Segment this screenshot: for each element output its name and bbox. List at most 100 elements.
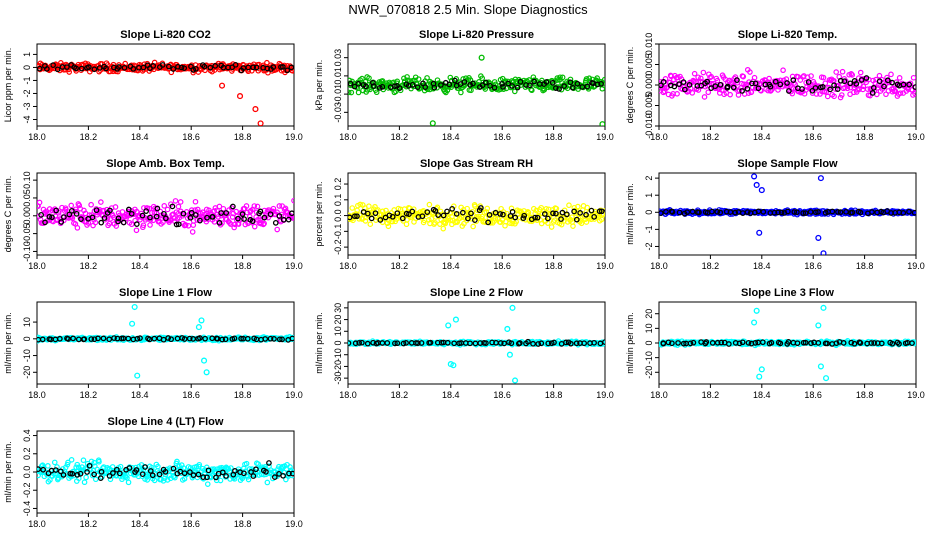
y-tick-label: 0.0 (22, 466, 32, 479)
reference-point (137, 335, 143, 341)
data-point (283, 476, 289, 483)
y-tick-label: 2 (644, 176, 654, 181)
data-point (242, 221, 249, 228)
reference-point (409, 81, 416, 88)
data-point (289, 214, 294, 220)
x-tick-label: 18.0 (339, 390, 357, 400)
outlier-point (445, 322, 452, 329)
reference-point (486, 212, 493, 218)
data-point (480, 218, 486, 225)
reference-point (267, 335, 274, 342)
data-point (844, 85, 851, 92)
reference-point (800, 210, 807, 216)
x-tick-label: 18.2 (702, 261, 720, 271)
data-point (276, 203, 283, 209)
reference-point (93, 207, 100, 214)
reference-point (805, 79, 812, 85)
reference-point (574, 80, 581, 87)
reference-point (348, 340, 352, 346)
reference-point (849, 209, 856, 216)
reference-point (730, 84, 737, 91)
reference-point (461, 79, 468, 85)
y-tick-label: -0.01 (333, 84, 343, 105)
data-point (174, 458, 180, 465)
outlier-point (504, 325, 511, 332)
outlier-point (758, 187, 765, 194)
data-point (349, 205, 356, 211)
y-tick-label: -0.03 (333, 102, 343, 123)
data-point (440, 225, 447, 232)
reference-point (824, 340, 830, 347)
y-tick-label: 30 (333, 303, 343, 313)
reference-point (467, 340, 473, 347)
reference-point (239, 211, 246, 217)
reference-point (267, 211, 274, 218)
reference-point (181, 470, 188, 477)
reference-point (900, 210, 907, 216)
plot-frame (36, 43, 295, 127)
data-point (54, 464, 60, 470)
data-point (164, 206, 171, 213)
data-point (150, 217, 157, 224)
y-tick-label: -10 (22, 349, 32, 362)
x-tick-label: 18.0 (28, 390, 46, 400)
reference-point (160, 336, 167, 343)
reference-point (369, 79, 376, 86)
x-tick-label: 18.6 (804, 261, 822, 271)
data-point (714, 77, 721, 84)
data-point (255, 461, 261, 467)
reference-point (70, 335, 76, 342)
reference-point (354, 213, 360, 220)
data-point (705, 89, 712, 96)
reference-point (231, 335, 238, 342)
reference-point (422, 84, 429, 91)
data-point (379, 208, 386, 215)
y-tick-label: 0.000 (644, 74, 654, 97)
data-point (482, 86, 489, 92)
reference-point (91, 471, 98, 478)
x-tick-label: 18.2 (702, 390, 720, 400)
reference-point (84, 469, 90, 475)
reference-point (868, 340, 875, 346)
data-point (541, 86, 548, 93)
data-point (559, 74, 566, 81)
reference-point (497, 340, 504, 346)
reference-point (863, 75, 870, 81)
reference-point (460, 209, 466, 216)
reference-point (98, 468, 105, 475)
data-point (575, 203, 581, 210)
data-point (780, 67, 786, 74)
data-point (251, 203, 258, 209)
reference-point (175, 221, 182, 228)
y-axis-label: ml/min per min. (3, 312, 13, 374)
data-point (196, 461, 203, 468)
data-point (747, 69, 753, 75)
data-point (109, 464, 116, 470)
reference-point (552, 85, 559, 91)
reference-point (573, 340, 580, 347)
panel-10: Slope Line 4 (LT) Flow 18.0 18.2 18.4 18.6 18… (3, 416, 303, 529)
reference-point (406, 211, 412, 217)
reference-point (280, 472, 286, 479)
data-point (674, 91, 680, 97)
x-tick-label: 19.0 (907, 261, 925, 271)
data-point (194, 206, 201, 213)
data-points (37, 457, 294, 487)
reference-point (427, 339, 434, 346)
data-point (545, 206, 552, 213)
reference-point (58, 219, 65, 225)
data-point (583, 219, 590, 225)
panel-title: Slope Gas Stream RH (420, 158, 533, 170)
data-point (348, 89, 355, 96)
reference-point (359, 339, 365, 346)
reference-point (714, 339, 721, 346)
x-tick-label: 18.0 (28, 261, 46, 271)
reference-point (201, 63, 208, 70)
data-point (76, 202, 83, 209)
outlier-point (822, 375, 830, 382)
panel-title: Slope Line 2 Flow (430, 287, 523, 299)
reference-point (598, 80, 604, 87)
reference-point (857, 209, 864, 216)
reference-point (162, 469, 169, 475)
reference-point (752, 80, 759, 87)
